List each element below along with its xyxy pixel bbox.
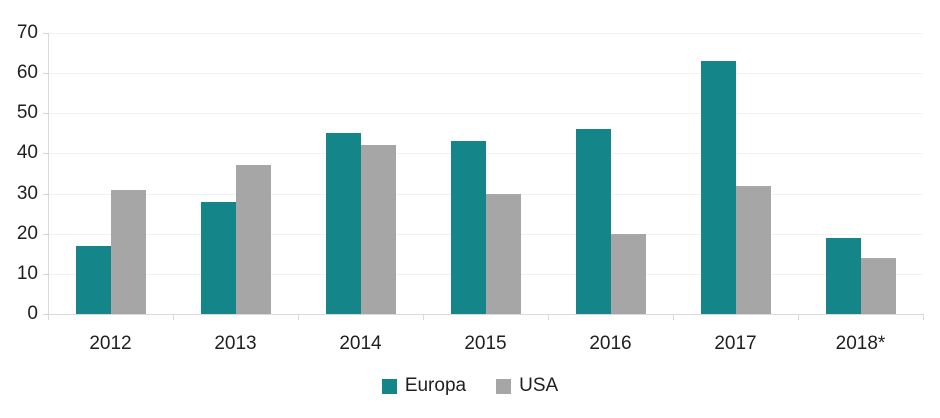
legend-item-usa: USA bbox=[496, 375, 558, 397]
legend-swatch-europa bbox=[381, 378, 397, 394]
y-label-20: 20 bbox=[16, 223, 38, 244]
x-label-2016: 2016 bbox=[589, 333, 632, 354]
x-tick-1 bbox=[173, 314, 174, 320]
bar-europa-2018* bbox=[826, 238, 861, 314]
bar-usa-2015 bbox=[486, 194, 521, 314]
x-label-2018*: 2018* bbox=[835, 333, 886, 354]
bar-europa-2013 bbox=[201, 202, 236, 314]
x-tick-0 bbox=[48, 314, 49, 320]
y-label-60: 60 bbox=[16, 62, 38, 83]
legend-item-europa: Europa bbox=[381, 375, 467, 397]
bar-usa-2018* bbox=[861, 258, 896, 314]
bar-europa-2015 bbox=[451, 141, 486, 314]
x-axis-line bbox=[48, 314, 923, 315]
x-tick-3 bbox=[423, 314, 424, 320]
x-tick-7 bbox=[923, 314, 924, 320]
y-tick-10 bbox=[43, 274, 48, 275]
y-tick-20 bbox=[43, 234, 48, 235]
legend-label-europa: Europa bbox=[404, 375, 467, 396]
x-label-2015: 2015 bbox=[464, 333, 507, 354]
y-tick-40 bbox=[43, 153, 48, 154]
x-label-2017: 2017 bbox=[714, 333, 757, 354]
y-tick-60 bbox=[43, 73, 48, 74]
bar-europa-2012 bbox=[76, 246, 111, 314]
bar-usa-2014 bbox=[361, 145, 396, 314]
y-axis-line bbox=[48, 33, 49, 314]
legend: Europa USA bbox=[0, 375, 940, 397]
x-tick-5 bbox=[673, 314, 674, 320]
y-tick-0 bbox=[43, 314, 48, 315]
y-label-0: 0 bbox=[27, 303, 38, 324]
bar-europa-2017 bbox=[701, 61, 736, 314]
bar-usa-2013 bbox=[236, 165, 271, 314]
bar-usa-2016 bbox=[611, 234, 646, 314]
legend-label-usa: USA bbox=[519, 375, 559, 396]
y-label-10: 10 bbox=[16, 263, 38, 284]
legend-swatch-usa bbox=[496, 378, 512, 394]
y-label-50: 50 bbox=[16, 102, 38, 123]
y-label-30: 30 bbox=[16, 183, 38, 204]
x-label-2013: 2013 bbox=[214, 333, 257, 354]
x-label-2014: 2014 bbox=[339, 333, 382, 354]
x-tick-2 bbox=[298, 314, 299, 320]
x-tick-6 bbox=[798, 314, 799, 320]
bar-europa-2016 bbox=[576, 129, 611, 314]
y-tick-30 bbox=[43, 194, 48, 195]
bar-europa-2014 bbox=[326, 133, 361, 314]
y-tick-70 bbox=[43, 33, 48, 34]
y-label-40: 40 bbox=[16, 142, 38, 163]
y-tick-50 bbox=[43, 113, 48, 114]
y-label-70: 70 bbox=[16, 22, 38, 43]
bar-usa-2017 bbox=[736, 186, 771, 314]
gridline-70 bbox=[48, 33, 923, 34]
gridline-50 bbox=[48, 113, 923, 114]
x-tick-4 bbox=[548, 314, 549, 320]
x-label-2012: 2012 bbox=[89, 333, 132, 354]
bar-usa-2012 bbox=[111, 190, 146, 314]
gridline-60 bbox=[48, 73, 923, 74]
